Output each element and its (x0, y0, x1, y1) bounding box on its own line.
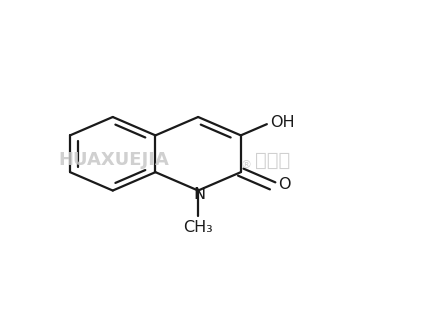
Text: 化学加: 化学加 (255, 150, 290, 170)
Text: CH₃: CH₃ (183, 220, 213, 235)
Text: OH: OH (270, 115, 295, 130)
Text: HUAXUEJIA: HUAXUEJIA (58, 151, 169, 169)
Text: O: O (278, 177, 290, 192)
Text: N: N (193, 188, 205, 203)
Text: ®: ® (240, 160, 251, 170)
